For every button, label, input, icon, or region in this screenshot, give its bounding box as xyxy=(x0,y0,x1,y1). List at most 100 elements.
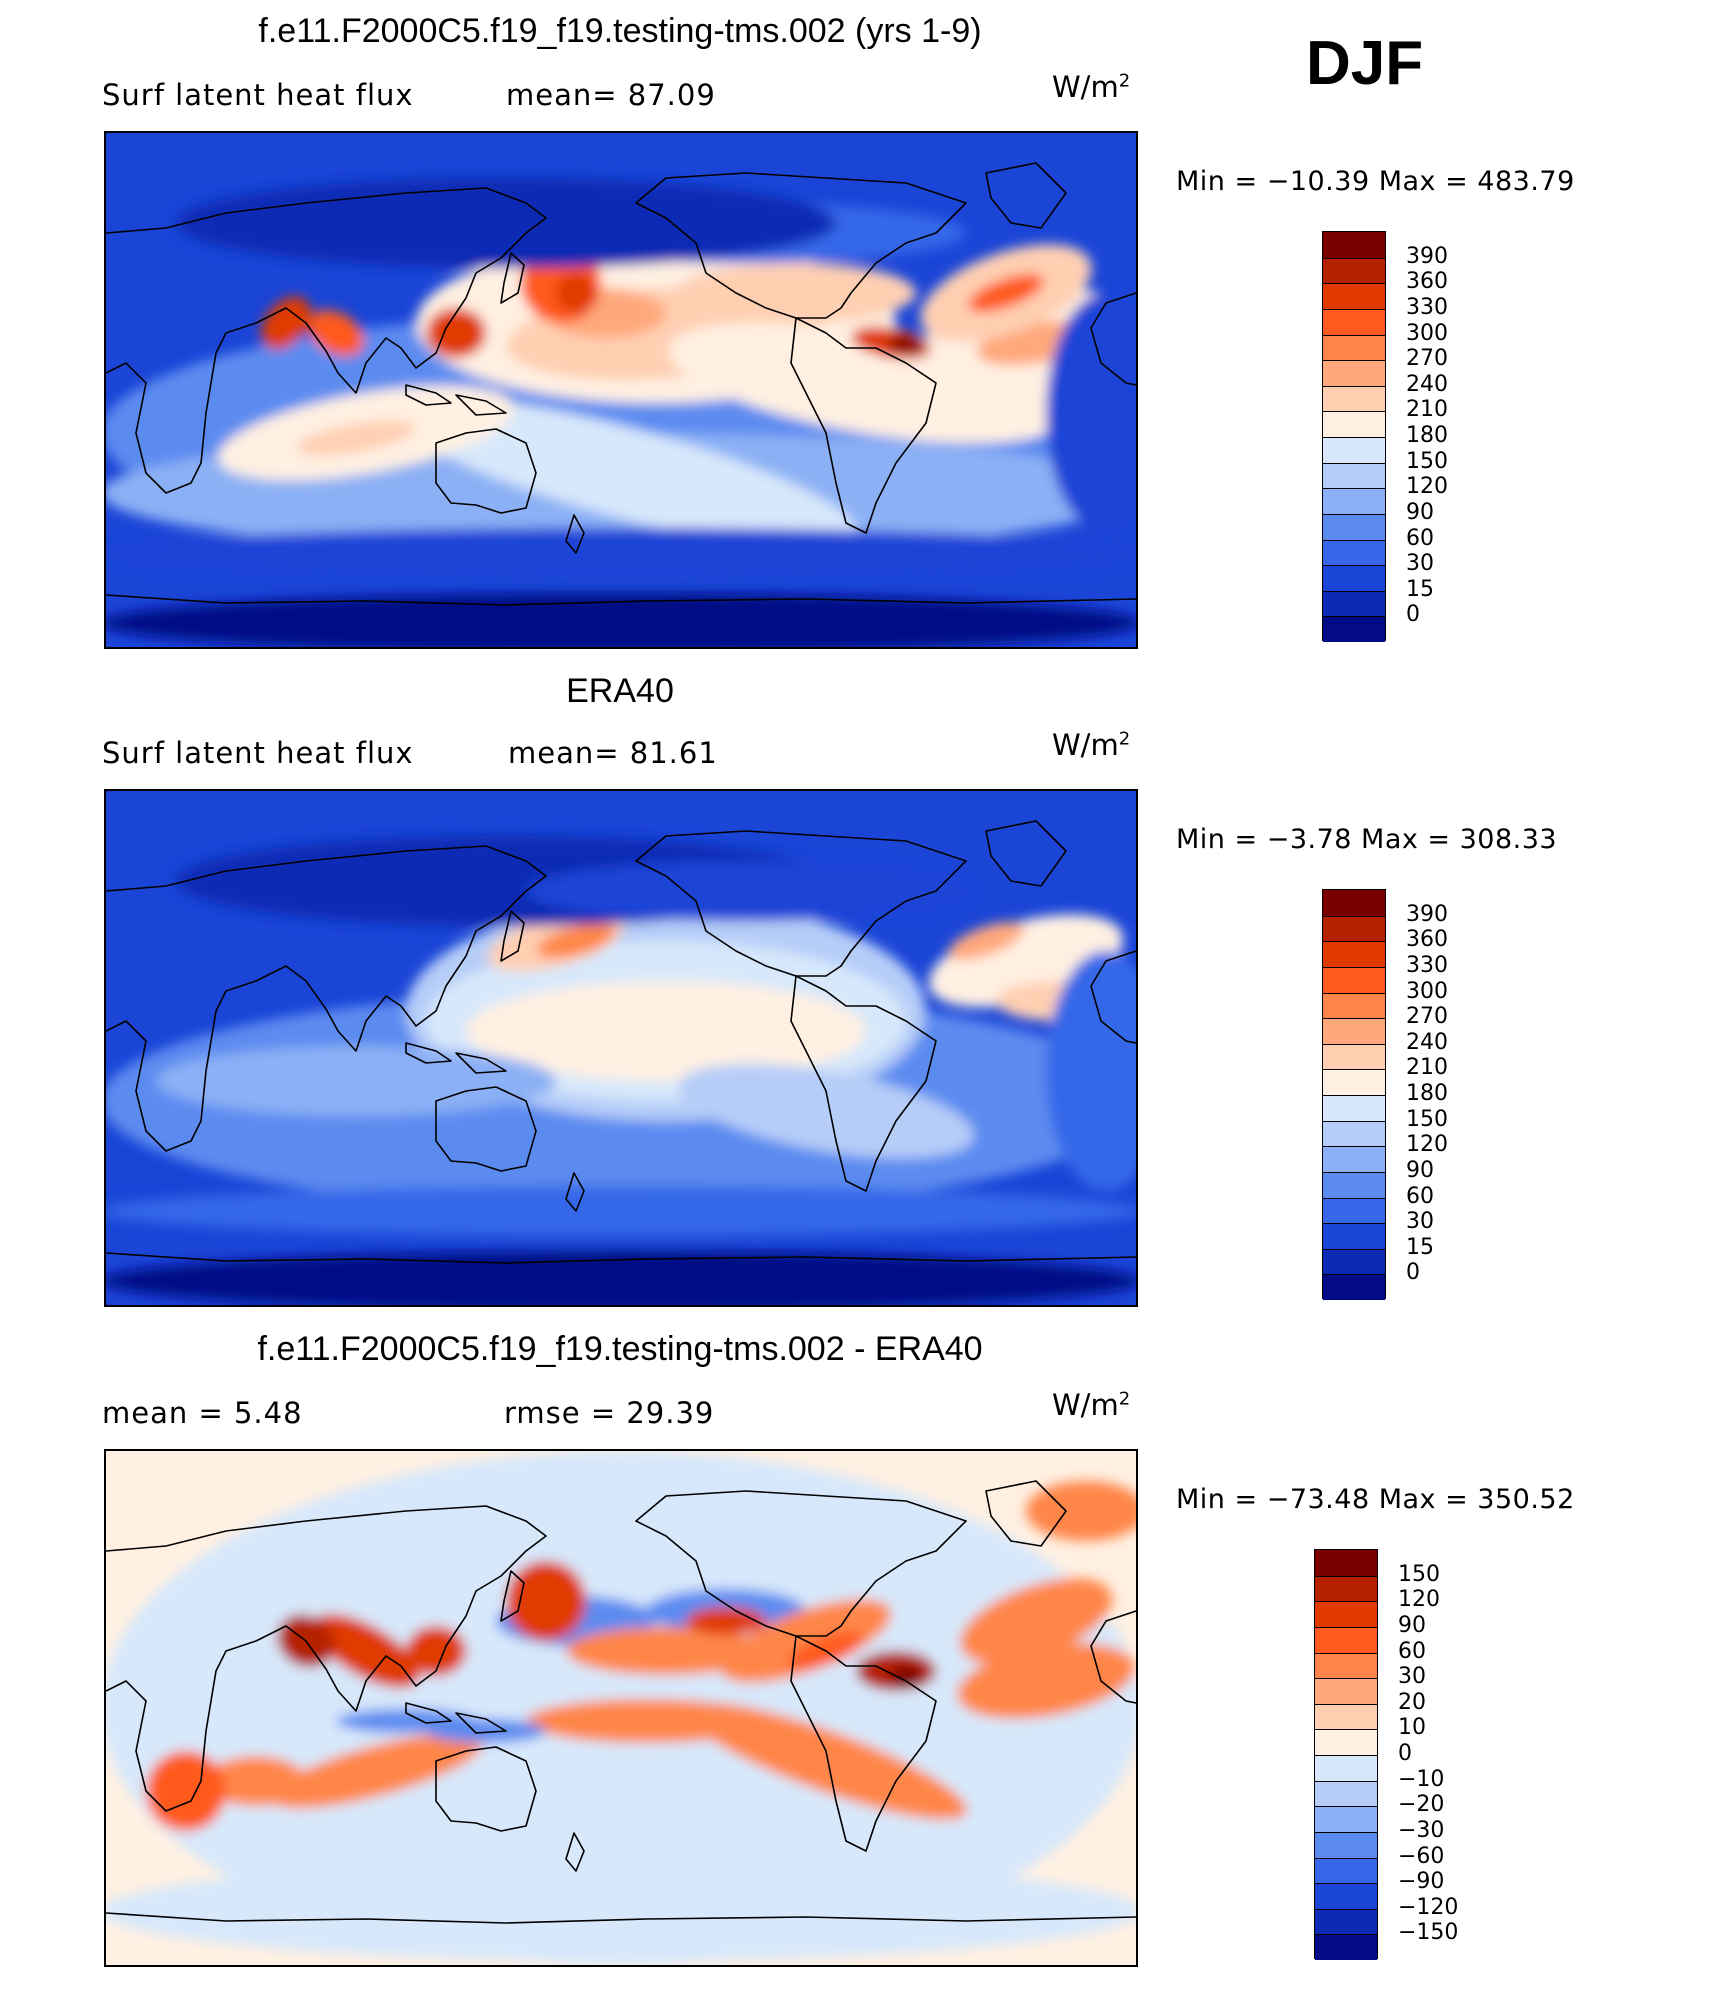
colorbar-swatch xyxy=(1323,437,1385,463)
contour-region xyxy=(1046,293,1136,533)
contour-region xyxy=(959,1578,1113,1664)
colorbar-tick-label: 330 xyxy=(1406,294,1448,320)
coastline xyxy=(790,975,937,1192)
contour-region xyxy=(156,1046,556,1116)
colorbar-swatch xyxy=(1315,1703,1377,1730)
colorbar-swatch xyxy=(1323,1274,1385,1300)
contour-region xyxy=(566,1627,766,1675)
season-label: DJF xyxy=(1306,29,1424,98)
colorbar-tick-label: 90 xyxy=(1406,499,1434,525)
colorbar-swatch xyxy=(1323,1043,1385,1070)
colorbar-tick-label: 60 xyxy=(1406,1183,1434,1209)
coastlines xyxy=(106,1480,1136,1924)
colorbar-swatch xyxy=(1315,1652,1377,1679)
contour-region xyxy=(106,593,1136,647)
colorbar-tick-label: 30 xyxy=(1406,551,1434,577)
contour-region xyxy=(261,296,311,350)
colorbar-swatch xyxy=(1315,1883,1377,1909)
contour-region xyxy=(296,420,416,456)
panel-1-map xyxy=(104,131,1138,649)
colorbar-tick-label: 30 xyxy=(1406,1209,1434,1235)
colorbar-tick-label: 0 xyxy=(1406,602,1420,628)
colorbar-tick-label: 210 xyxy=(1406,1055,1448,1081)
colorbar-tick-label: 120 xyxy=(1406,474,1448,500)
colorbar-swatch xyxy=(1315,1729,1377,1755)
colorbar-tick-label: 210 xyxy=(1406,397,1448,423)
panel-1-mean-label: mean= 87.09 xyxy=(506,78,716,112)
contour-region xyxy=(106,1251,1136,1305)
colorbar-tick-label: 270 xyxy=(1406,346,1448,372)
colorbar-swatch xyxy=(1323,1146,1385,1172)
colorbar-tick-label: 150 xyxy=(1406,448,1448,474)
colorbar-swatch xyxy=(1323,1120,1385,1147)
colorbar-tick-label: 10 xyxy=(1398,1715,1426,1741)
panel-1-variable-label: Surf latent heat flux xyxy=(102,78,414,112)
contour-region xyxy=(888,336,924,354)
colorbar-tick-label: 120 xyxy=(1398,1587,1440,1613)
panel-3-units: W/m2 xyxy=(1052,1388,1131,1422)
colorbar-tick-label: −20 xyxy=(1398,1792,1445,1818)
coastline xyxy=(106,1252,1136,1264)
colorbar-tick-label: 90 xyxy=(1406,1157,1434,1183)
colorbar-tick-label: −60 xyxy=(1398,1843,1445,1869)
colorbar-swatch xyxy=(1323,257,1385,284)
coastline xyxy=(635,172,967,319)
colorbar-swatch xyxy=(1323,308,1385,335)
panel-1-contour-field xyxy=(106,133,1136,647)
coastline xyxy=(565,1172,585,1212)
colorbar-swatch xyxy=(1323,488,1385,514)
colorbar-tick-label: 150 xyxy=(1406,1106,1448,1132)
colorbar-swatch xyxy=(1323,565,1385,591)
colorbar-swatch xyxy=(1315,1575,1377,1602)
panel-1-min-max: Min = −10.39 Max = 483.79 xyxy=(1176,166,1575,197)
coastline xyxy=(106,845,547,1152)
colorbar-swatch xyxy=(1323,915,1385,942)
colorbar-tick-label: 270 xyxy=(1406,1004,1448,1030)
colorbar-swatch xyxy=(1315,1806,1377,1832)
colorbar-tick-label: 180 xyxy=(1406,1081,1448,1106)
colorbar-swatch xyxy=(1323,1069,1385,1095)
colorbar-swatch xyxy=(1323,1197,1385,1224)
contour-region xyxy=(890,1666,922,1686)
colorbar-tick-label: 300 xyxy=(1406,320,1448,346)
colorbar-tick-label: 150 xyxy=(1398,1561,1440,1587)
coastline xyxy=(435,1746,537,1832)
coastline xyxy=(790,317,937,534)
panel-2-min-max: Min = −3.78 Max = 308.33 xyxy=(1176,824,1558,855)
contour-region xyxy=(466,981,866,1081)
panel-3-map xyxy=(104,1449,1138,1967)
contour-region xyxy=(957,1643,1135,1719)
coastline xyxy=(106,187,547,494)
contour-region xyxy=(1026,1481,1136,1541)
panel-2-map xyxy=(104,789,1138,1307)
colorbar-tick-label: 300 xyxy=(1406,978,1448,1004)
colorbar-swatch xyxy=(1323,992,1385,1019)
colorbar-swatch xyxy=(1323,283,1385,309)
panel-2-colorbar xyxy=(1322,889,1386,1300)
colorbar-tick-label: −120 xyxy=(1398,1894,1459,1920)
panel-1-units: W/m2 xyxy=(1052,70,1131,104)
colorbar-swatch xyxy=(1323,941,1385,967)
contour-region xyxy=(537,923,615,959)
contour-region xyxy=(684,1702,968,1820)
contour-region xyxy=(426,308,486,358)
contour-region xyxy=(146,1751,226,1831)
contour-region xyxy=(1046,951,1136,1191)
coastline xyxy=(985,1480,1067,1547)
panel-3-colorbar xyxy=(1314,1549,1378,1960)
colorbar-swatch xyxy=(1315,1857,1377,1884)
coastline xyxy=(635,830,967,977)
colorbar-swatch xyxy=(1315,1626,1377,1653)
contour-region xyxy=(678,1063,974,1159)
colorbar-swatch xyxy=(1323,334,1385,361)
panel-2-mean-label: mean= 81.61 xyxy=(508,736,718,770)
colorbar-tick-label: 30 xyxy=(1398,1664,1426,1690)
panel-2-units: W/m2 xyxy=(1052,728,1131,762)
colorbar-tick-label: 180 xyxy=(1406,423,1448,448)
coastline xyxy=(455,394,507,416)
colorbar-swatch xyxy=(1323,1171,1385,1198)
coastline xyxy=(106,1912,1136,1924)
colorbar-swatch xyxy=(1315,1780,1377,1807)
colorbar-tick-label: 90 xyxy=(1398,1612,1426,1638)
coastline xyxy=(500,252,525,304)
